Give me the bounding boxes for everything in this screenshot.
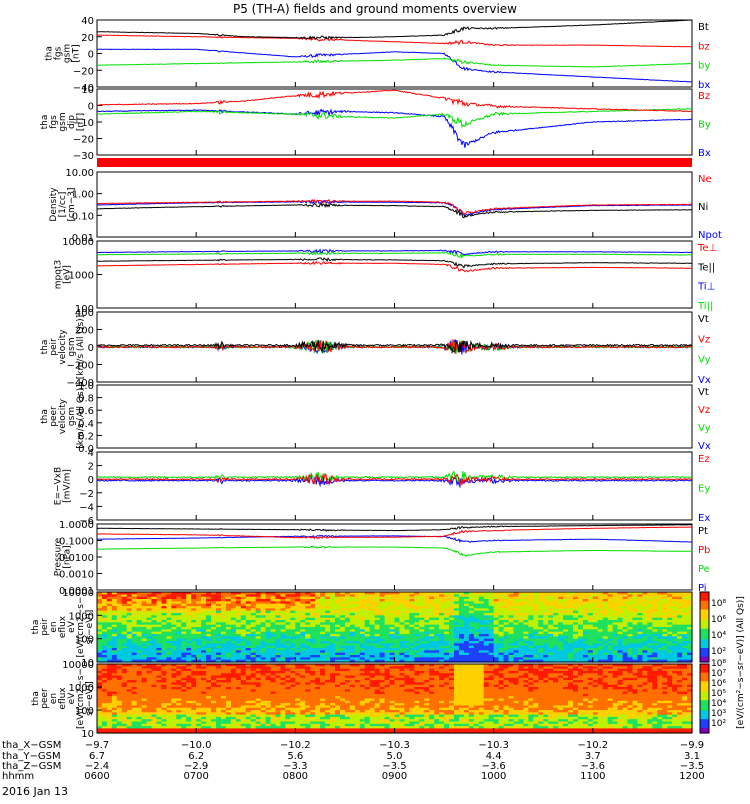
y-tick-label: −30: [73, 151, 94, 162]
series-line-Pe: [97, 546, 692, 556]
panel-pressure: 1.00000.10000.01000.00100.0001Pressure[n…: [54, 520, 711, 597]
legend-Vy: Vy: [698, 355, 711, 366]
series-line-Bx: [97, 110, 692, 148]
y-tick-label: −4: [79, 502, 94, 513]
y-tick-label: 20: [81, 33, 94, 44]
page-title: P5 (TH-A) fields and ground moments over…: [0, 2, 750, 16]
y-tick-label: 0: [88, 50, 94, 61]
y-tick-label: 10000: [62, 237, 94, 248]
series-line-Vz: [97, 340, 692, 354]
y-axis-label-line: [nPa]: [63, 545, 73, 568]
y-tick-label: 10.00: [65, 168, 94, 179]
y-axis-label-line: [nT]: [72, 44, 82, 62]
legend-Vy: Vy: [698, 423, 711, 434]
y-axis-label-line: [nT]: [76, 113, 86, 131]
y-tick-label: 40: [81, 16, 94, 27]
y-tick-label: −20: [73, 135, 94, 146]
series-line-by: [97, 58, 692, 67]
series-line-By: [97, 109, 692, 127]
panel-density: 10.001.000.100.01Density[1/cc][cm−3]NeNi…: [49, 168, 722, 244]
y-tick-label: 10: [81, 85, 94, 96]
legend-Bz: Bz: [698, 91, 710, 102]
panel-frame: [97, 452, 692, 520]
legend-Ni: Ni: [698, 202, 708, 213]
y-tick-label: −2: [79, 489, 94, 500]
y-axis-label-line: [cm−3]: [67, 187, 77, 221]
y-axis-label-line: sr−eV)]: [85, 610, 95, 645]
y-tick-label: −20: [73, 66, 94, 77]
series-line-Ti||: [97, 252, 692, 258]
legend-Vx: Vx: [698, 375, 711, 386]
y-axis-label-line: [km/s (All Qs)]: [76, 384, 86, 448]
legend-Npot: Npot: [698, 230, 722, 241]
y-tick-label: 2: [88, 462, 94, 473]
y-axis-label-line: [km/s (All Qs)]: [76, 315, 86, 379]
y-axis-label-line: [mV/m]: [63, 469, 73, 503]
legend-Pe: Pe: [698, 564, 710, 575]
series-line-Bz: [97, 90, 692, 112]
y-axis-label: E=−VxB[mV/m]: [54, 467, 73, 505]
legend-bx: bx: [698, 80, 710, 91]
legend-Pb: Pb: [698, 545, 710, 556]
legend-Vz: Vz: [698, 334, 710, 345]
legend-By: By: [698, 120, 711, 131]
y-tick-label: 1.0000: [59, 520, 94, 531]
y-tick-label: 0: [88, 102, 94, 113]
legend-Vx: Vx: [698, 441, 711, 452]
y-tick-label: 0.0010: [59, 570, 94, 581]
legend-Bx: Bx: [698, 148, 711, 159]
legend-Ez: Ez: [698, 454, 710, 465]
y-axis-label-line: [eV]: [63, 265, 73, 284]
legend-Te⊥: Te⊥: [697, 243, 717, 254]
y-axis-label: mpqt3[eV]: [54, 260, 73, 289]
legend-bz: bz: [698, 41, 710, 52]
legend-Vz: Vz: [698, 405, 710, 416]
panel-frame: [97, 385, 692, 448]
legend-Ti||: Ti||: [697, 301, 713, 312]
y-tick-label: 4: [88, 448, 94, 459]
series-line-Te⊥: [97, 262, 692, 272]
series-line-bx: [97, 49, 692, 82]
legend-Pt: Pt: [698, 526, 708, 537]
y-tick-label: 0: [88, 475, 94, 486]
legend-Vt: Vt: [698, 387, 709, 398]
legend-Ne: Ne: [698, 174, 712, 185]
legend-Bt: Bt: [698, 22, 709, 33]
legend-by: by: [698, 61, 710, 72]
legend-Vt: Vt: [698, 314, 709, 325]
legend-Te||: Te||: [697, 262, 715, 273]
series-line-Ey: [97, 471, 692, 484]
legend-Ey: Ey: [698, 483, 710, 494]
series-line-Pi: [97, 535, 692, 542]
y-tick-label: 0: [88, 343, 94, 354]
panel-frame: [97, 20, 692, 87]
legend-Ex: Ex: [698, 513, 710, 524]
legend-Ti⊥: Ti⊥: [697, 282, 715, 293]
panel-frame: [97, 524, 692, 590]
y-axis-label: Density[1/cc][cm−3]: [49, 187, 77, 222]
